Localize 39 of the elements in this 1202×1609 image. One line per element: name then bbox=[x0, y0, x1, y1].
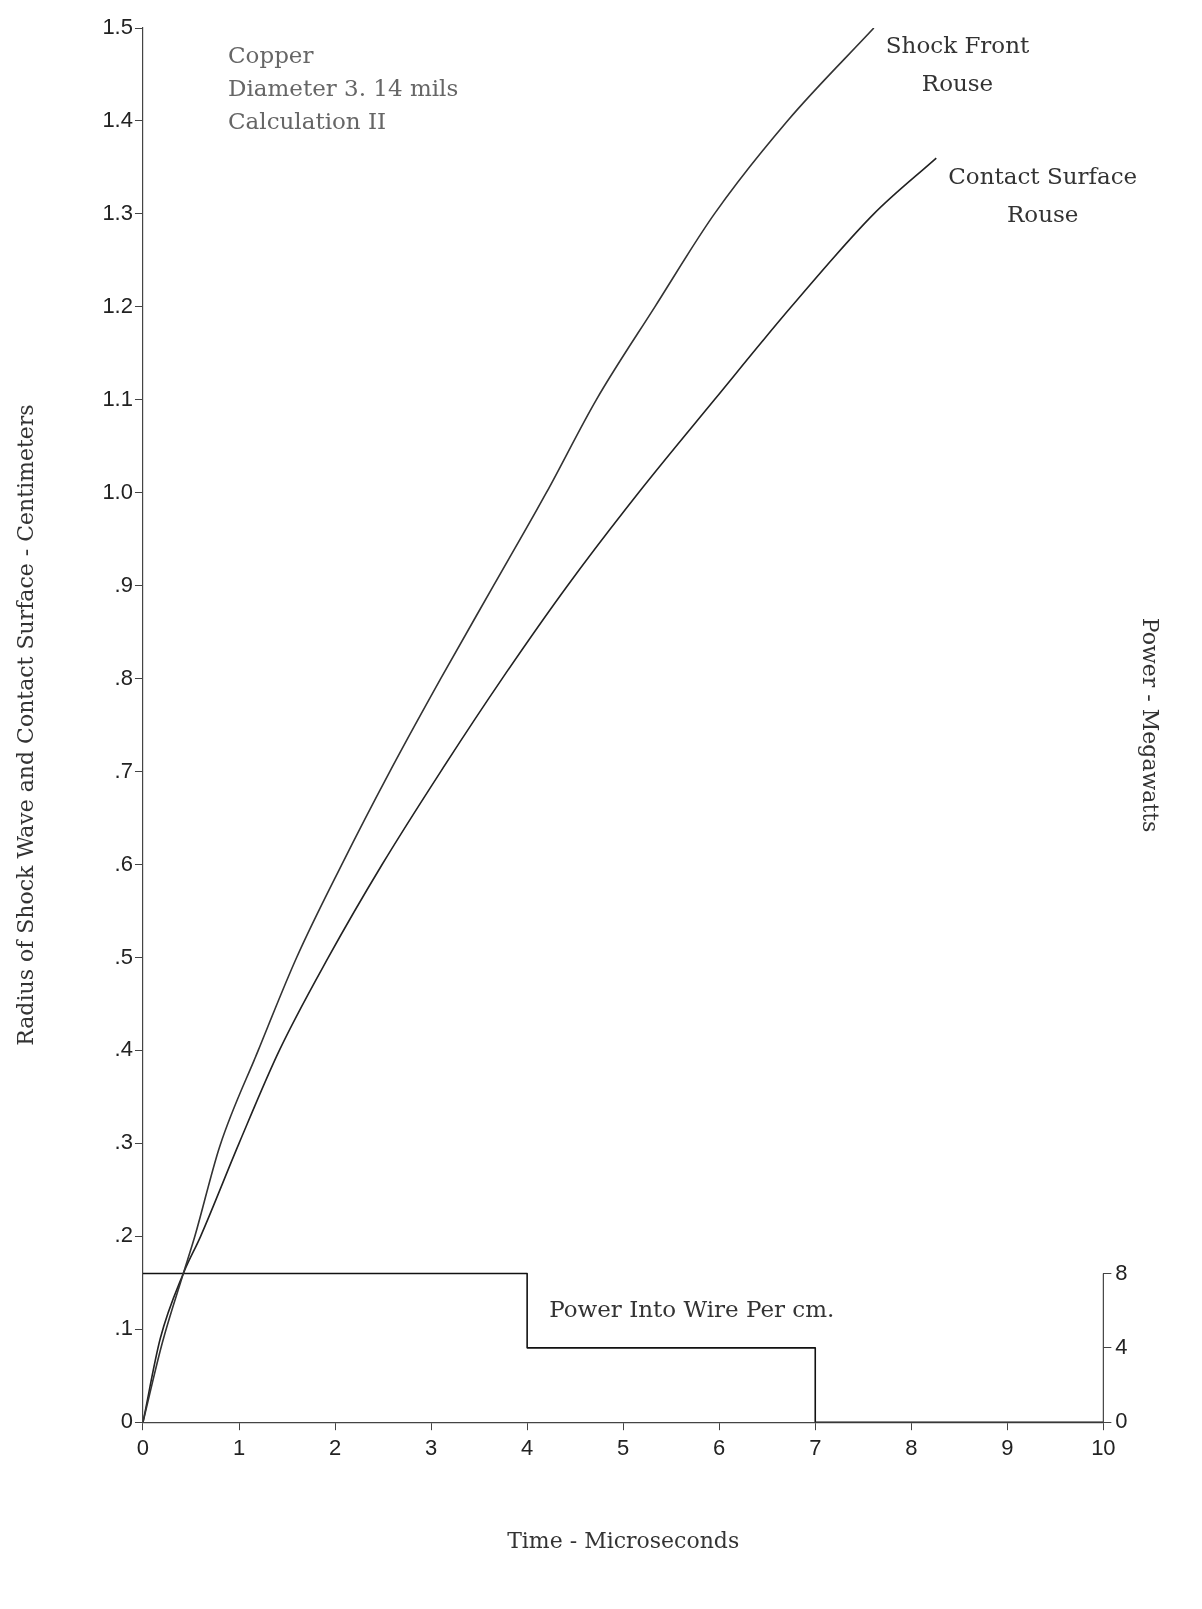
x-tick-label: 5 bbox=[617, 1435, 630, 1461]
x-tick-label: 3 bbox=[424, 1435, 438, 1461]
x-tick-label: 6 bbox=[713, 1435, 726, 1461]
x-tick-label: 8 bbox=[905, 1435, 918, 1461]
y-tick-label: .7 bbox=[114, 757, 133, 783]
x-tick-label: 9 bbox=[1001, 1435, 1014, 1461]
annotation: Calculation II bbox=[227, 108, 387, 135]
y-tick-label: 1.0 bbox=[102, 478, 133, 504]
y-tick-label: .2 bbox=[114, 1222, 133, 1248]
annotation: Diameter 3. 14 mils bbox=[227, 75, 459, 102]
y-tick-label: .4 bbox=[114, 1036, 133, 1062]
x-tick-label: 1 bbox=[232, 1435, 246, 1461]
x-axis-title: Time - Microseconds bbox=[507, 1527, 740, 1553]
y-tick-label: 1.1 bbox=[102, 385, 133, 411]
x-tick-label: 10 bbox=[1091, 1435, 1116, 1461]
y2-tick-label: 8 bbox=[1115, 1259, 1128, 1285]
series-label: Shock Front Rouse bbox=[885, 32, 1030, 97]
y-tick-label: 1.3 bbox=[102, 199, 133, 225]
series-label: Power Into Wire Per cm. bbox=[549, 1295, 835, 1322]
y-tick-label: .6 bbox=[114, 850, 133, 876]
y-tick-label: .9 bbox=[114, 571, 133, 597]
y-tick-label: 1.5 bbox=[102, 14, 133, 40]
y-tick-label: 1.4 bbox=[102, 107, 133, 133]
y-axis-title: Radius of Shock Wave and Contact Surface - Centimeters bbox=[12, 404, 38, 1046]
y-tick-label: .1 bbox=[114, 1315, 133, 1341]
y-tick-label: .5 bbox=[114, 943, 133, 969]
y-tick-label: 0 bbox=[120, 1408, 133, 1434]
annotation: Copper bbox=[227, 42, 314, 69]
x-tick-label: 2 bbox=[328, 1435, 342, 1461]
y-tick-label: 1.2 bbox=[102, 292, 133, 318]
x-tick-label: 0 bbox=[136, 1435, 150, 1461]
y-tick-label: .8 bbox=[114, 664, 133, 690]
series-label: Contact Surface Rouse bbox=[948, 162, 1138, 227]
x-tick-label: 4 bbox=[521, 1435, 534, 1461]
y-tick-label: .3 bbox=[114, 1129, 133, 1155]
y2-axis-title: Power - Megawatts bbox=[1138, 617, 1164, 833]
x-tick-label: 7 bbox=[809, 1435, 822, 1461]
y2-tick-label: 0 bbox=[1115, 1408, 1128, 1434]
y2-tick-label: 4 bbox=[1115, 1333, 1128, 1359]
